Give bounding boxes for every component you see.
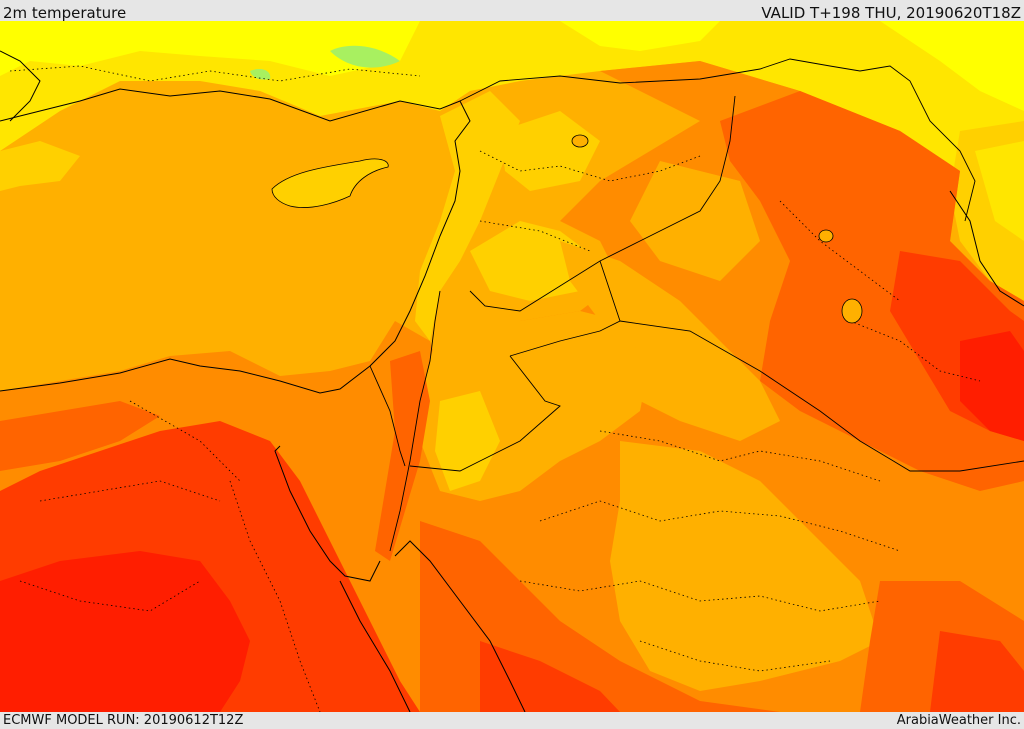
- model-run-label: ECMWF MODEL RUN: 20190612T12Z: [3, 713, 244, 728]
- country-borders: [369, 58, 1024, 552]
- egypt-north-dark-orange: [0, 401, 160, 471]
- cyprus-island: [271, 158, 389, 208]
- syria-iraq-border: [469, 95, 736, 312]
- red-sea-west-coast: [339, 580, 411, 712]
- caucasus-yellow-patch: [880, 21, 1024, 111]
- temperature-map[interactable]: [0, 21, 1024, 712]
- mediterranean-sea: [0, 86, 455, 391]
- suez-coastline: [274, 445, 381, 582]
- coastlines: [0, 50, 1024, 712]
- dead-sea-rift-dark-orange: [375, 351, 430, 561]
- egypt-israel-border: [369, 365, 406, 467]
- jordan-saudi-border: [409, 355, 561, 472]
- iran-yellow-zone: [975, 141, 1024, 241]
- syria-desert-amber: [560, 241, 780, 441]
- ne-yellow-patch: [560, 21, 720, 51]
- med-coastline: [0, 88, 471, 394]
- iraq-red: [960, 331, 1024, 441]
- north-yellow-zone: [0, 21, 420, 76]
- province-lines: [9, 65, 981, 712]
- green-patch-small: [250, 68, 271, 80]
- saudi-iraq-border: [619, 320, 1024, 472]
- turkey-border: [459, 58, 976, 222]
- levant-coast-gold: [415, 91, 520, 341]
- jordan-gold: [435, 391, 500, 491]
- egypt-red: [0, 551, 250, 712]
- saudi-amber: [610, 441, 880, 691]
- aegean-coast: [0, 50, 41, 122]
- green-patch: [330, 45, 400, 68]
- header-bar: 2m temperature VALID T+198 THU, 20190620…: [0, 0, 1024, 22]
- valid-time-label: VALID T+198 THU, 20190620T18Z: [761, 4, 1021, 22]
- map-title: 2m temperature: [3, 4, 127, 22]
- footer-bar: ECMWF MODEL RUN: 20190612T12Z ArabiaWeat…: [0, 712, 1024, 729]
- syria-east-amber: [630, 161, 760, 281]
- hejaz-red-orange: [480, 641, 620, 712]
- jordan-iraq-border: [509, 260, 621, 357]
- syria-north-gold: [500, 111, 600, 191]
- caspian-gulf-coast: [949, 190, 1024, 307]
- jordan-rift-border: [389, 290, 441, 552]
- aegean-gold: [0, 141, 80, 191]
- credit-label: ArabiaWeather Inc.: [896, 713, 1021, 728]
- lakes: [571, 134, 863, 324]
- red-sea-east-coast: [394, 540, 526, 712]
- gulf-red-orange: [930, 631, 1024, 712]
